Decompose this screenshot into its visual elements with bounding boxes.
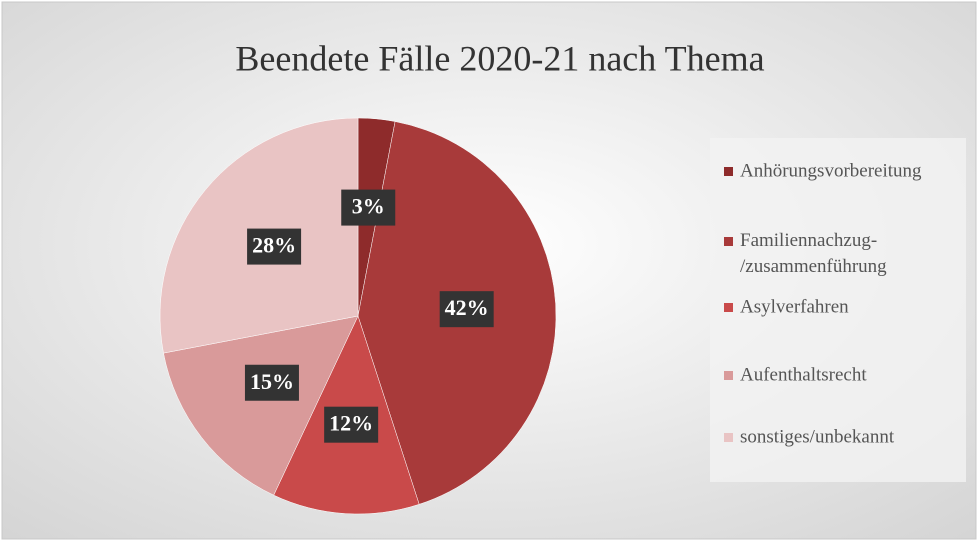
legend-swatch [724, 433, 733, 442]
data-label: 28% [252, 233, 296, 258]
legend-label-line: /zusammenführung [740, 256, 887, 277]
legend-swatch [724, 303, 733, 312]
data-label-box [341, 189, 396, 226]
legend-label: sonstiges/unbekannt [740, 426, 895, 447]
data-label-box [244, 364, 299, 401]
legend-swatch [724, 237, 733, 246]
data-label: 3% [352, 194, 385, 219]
legend-swatch [724, 167, 733, 176]
data-label: 12% [329, 411, 373, 436]
legend-label: Aufenthaltsrecht [740, 364, 867, 385]
data-label: 15% [250, 369, 294, 394]
legend-label: Anhörungsvorbereitung [740, 160, 922, 181]
chart-title: Beendete Fälle 2020-21 nach Thema [235, 38, 764, 78]
legend-label: Familiennachzug- /zusammenführung [740, 230, 887, 277]
pie-slice [163, 315, 359, 496]
data-label-box [439, 291, 494, 328]
legend-box [710, 138, 966, 482]
legend-label-line: Familiennachzug- [740, 230, 877, 251]
data-label-box [247, 228, 302, 265]
data-label-box [324, 406, 379, 443]
legend-swatch [724, 371, 733, 380]
legend-label: Asylverfahren [740, 296, 849, 317]
data-label: 42% [445, 295, 489, 320]
